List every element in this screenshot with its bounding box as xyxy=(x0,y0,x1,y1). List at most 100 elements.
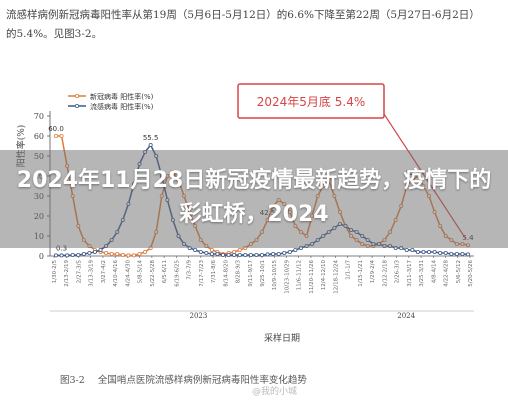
x-tick-label: 3/27-4/2 xyxy=(101,260,107,283)
legend-marker-1 xyxy=(75,104,80,109)
data-point xyxy=(421,249,426,254)
data-point xyxy=(193,247,198,252)
caption-figure-number: 图3-2 xyxy=(60,375,85,386)
x-tick-label: 6/19-6/25 xyxy=(174,260,180,287)
data-point xyxy=(126,253,131,258)
data-point xyxy=(226,252,231,257)
x-tick-label: 5/20-5/26 xyxy=(468,260,474,287)
legend-label-1: 流感病毒 阳性率(%) xyxy=(90,102,154,111)
data-point xyxy=(221,252,226,257)
x-tick-label: 4/8-4/14 xyxy=(431,259,437,283)
data-point xyxy=(254,252,259,257)
data-point xyxy=(293,247,298,252)
data-point xyxy=(449,251,454,256)
data-point xyxy=(209,247,214,252)
x-tick-label: 7/3-7/9 xyxy=(187,260,193,280)
data-point xyxy=(198,249,203,254)
data-point xyxy=(204,250,209,255)
data-point xyxy=(282,250,287,255)
headline-overlay xyxy=(0,150,508,248)
annotation-box xyxy=(237,83,385,119)
x-tick-label: 7/17-7/23 xyxy=(199,260,205,287)
y-tick-label: 0 xyxy=(39,252,44,261)
data-point xyxy=(454,251,459,256)
data-point xyxy=(404,247,409,252)
article-text: 流感样病例新冠病毒阳性率从第19周（5月6日-5月12日）的6.6%下降至第22… xyxy=(6,6,502,44)
data-point xyxy=(276,251,281,256)
x-tick-label: 9/25-10/1 xyxy=(260,260,266,287)
x-tick-label: 9/11-9/17 xyxy=(248,260,254,287)
data-point xyxy=(243,252,248,257)
x-tick-label: 4/22-4/28 xyxy=(444,260,450,287)
x-tick-label: 2/26-3/3 xyxy=(395,259,401,283)
data-point xyxy=(109,251,114,256)
data-point xyxy=(148,143,153,148)
x-axis-label: 采样日期 xyxy=(264,332,300,344)
data-point xyxy=(81,251,86,256)
x-tick-label: 2/13-2/19 xyxy=(64,260,70,287)
y-tick-label: 60 xyxy=(34,132,44,141)
data-point xyxy=(465,252,470,257)
data-point xyxy=(237,247,242,252)
data-point xyxy=(271,251,276,256)
caption-title: 全国哨点医院流感样病例新冠病毒阳性率变化趋势 xyxy=(97,375,307,386)
data-point xyxy=(87,250,92,255)
x-tick-label: 10/9-10/15 xyxy=(272,260,278,291)
x-tick-label: 11/20-11/26 xyxy=(309,260,315,294)
x-tick-label: 3/11-3/17 xyxy=(407,260,413,287)
x-tick-label: 1/29-2/4 xyxy=(370,259,376,283)
y-tick-label: 70 xyxy=(34,112,44,121)
data-point xyxy=(287,249,292,254)
x-tick-label: 5/22-5/28 xyxy=(150,260,156,287)
year-label: 2023 xyxy=(189,312,207,320)
x-tick-label: 4/10-4/16 xyxy=(113,260,119,287)
x-tick-label: 3/13-3/19 xyxy=(89,260,95,287)
data-point xyxy=(415,249,420,254)
x-tick-label: 5/6-5/12 xyxy=(456,260,462,283)
data-point xyxy=(131,253,136,258)
data-point xyxy=(248,252,253,257)
data-point xyxy=(432,249,437,254)
data-point xyxy=(59,134,64,139)
x-tick-label: 5/8-5/14 xyxy=(138,259,144,283)
data-point xyxy=(98,247,103,252)
x-tick-label: 2/27-3/5 xyxy=(76,259,82,283)
data-point xyxy=(215,251,220,256)
data-point xyxy=(427,249,432,254)
data-point xyxy=(115,251,120,256)
figure-caption: 图3-2 全国哨点医院流感样病例新冠病毒阳性率变化趋势 xyxy=(60,372,480,386)
x-tick-label: 2/12-2/18 xyxy=(382,260,388,287)
data-point xyxy=(410,247,415,252)
legend-label-0: 新冠病毒 阳性率(%) xyxy=(90,92,154,101)
point-label: 60.0 xyxy=(48,125,64,133)
data-point xyxy=(237,252,242,257)
year-label: 2024 xyxy=(397,312,415,320)
data-point xyxy=(259,252,264,257)
data-point xyxy=(443,250,448,255)
data-point xyxy=(143,249,148,254)
data-point xyxy=(265,252,270,257)
article-line-1: 流感样病例新冠病毒阳性率从第19周（5月6日-5月12日）的6.6%下降至第22… xyxy=(6,9,480,21)
data-point xyxy=(76,252,81,257)
x-tick-label: 8/28-9/3 xyxy=(236,259,242,283)
data-point xyxy=(104,250,109,255)
x-tick-label: 4/24-4/30 xyxy=(125,260,131,287)
x-tick-label: 12/4-12/10 xyxy=(321,260,327,291)
data-point xyxy=(460,251,465,256)
x-tick-label: 8/14-8/20 xyxy=(223,260,229,287)
x-tick-label: 10/23-10/29 xyxy=(284,260,290,294)
x-tick-label: 1/1-1/7 xyxy=(346,260,352,280)
data-point xyxy=(232,252,237,257)
x-tick-label: 11/6-11/12 xyxy=(297,260,303,290)
x-tick-label: 1/15-1/21 xyxy=(358,260,364,287)
x-tick-label: 3/25-3/31 xyxy=(419,260,425,287)
data-point xyxy=(438,250,443,255)
data-point xyxy=(137,251,142,256)
watermark-text: @我的小城 xyxy=(252,387,298,397)
data-point xyxy=(54,253,59,258)
data-point xyxy=(65,253,70,258)
point-label: 0.3 xyxy=(56,244,67,252)
x-tick-label: 1/30-2/5 xyxy=(52,259,58,283)
legend-marker-0 xyxy=(75,93,80,98)
data-point xyxy=(120,252,125,257)
